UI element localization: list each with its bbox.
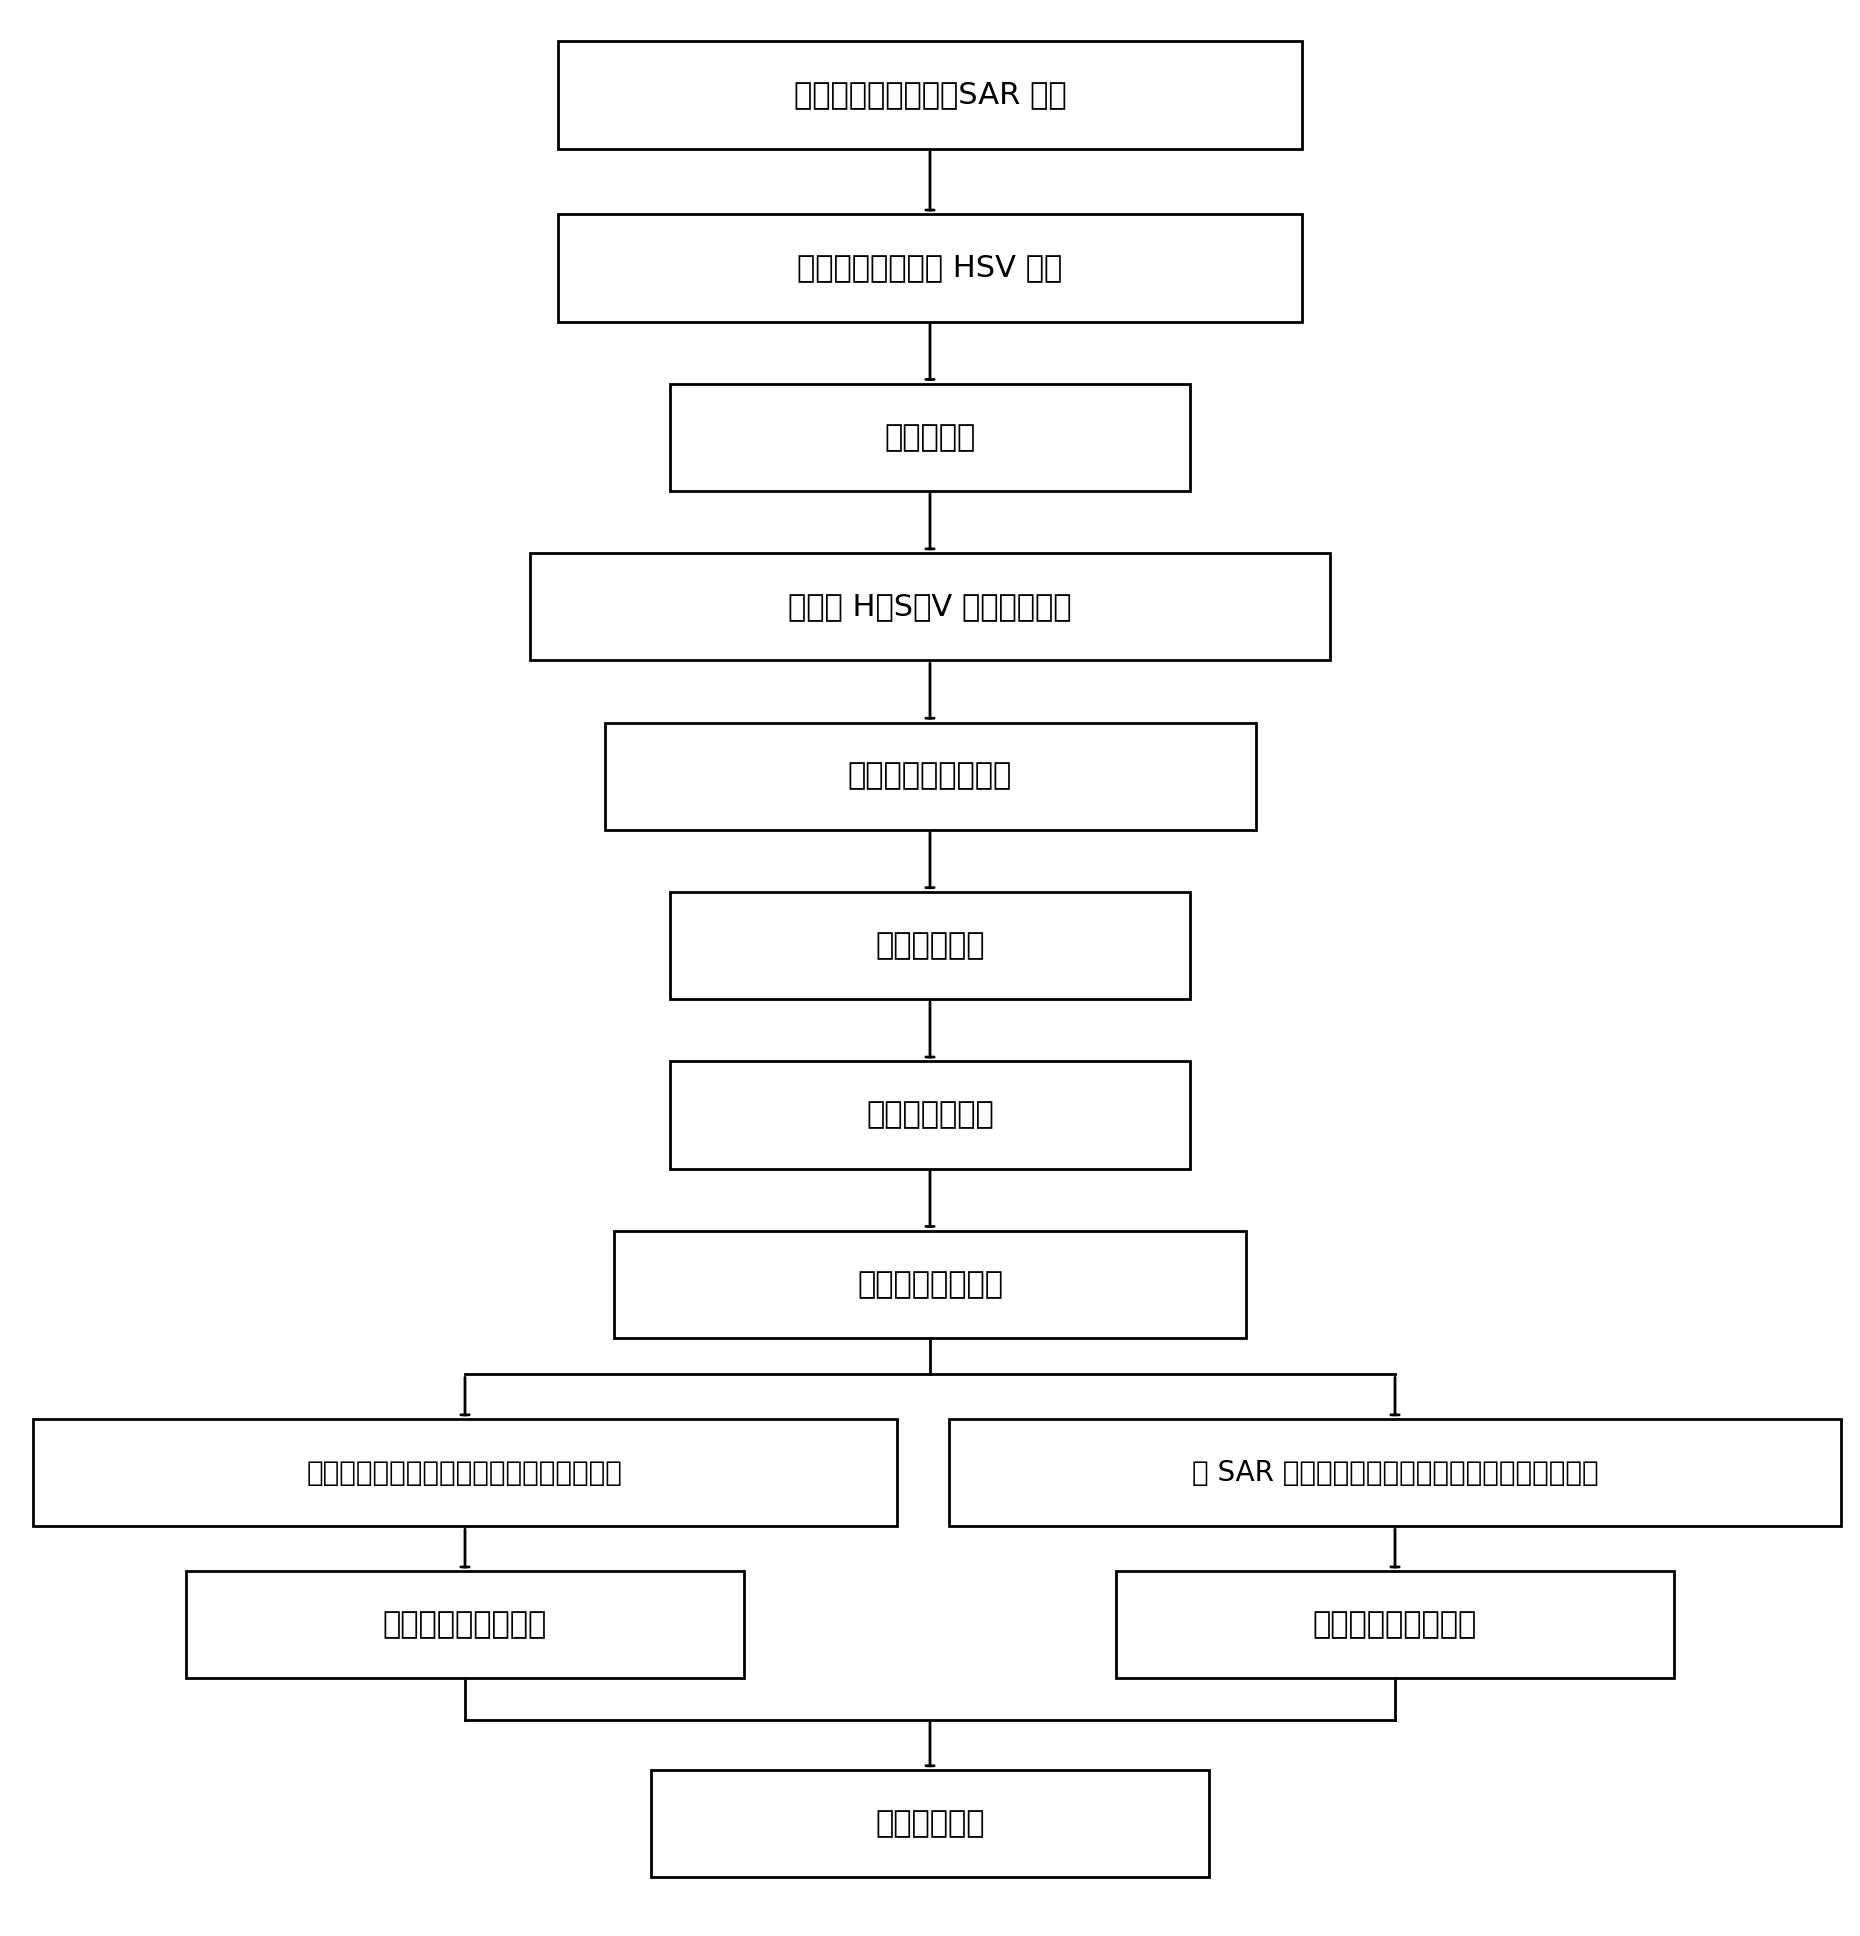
Text: 确定阈値，识别桥梁: 确定阈値，识别桥梁 <box>383 1611 547 1640</box>
FancyBboxPatch shape <box>670 1061 1190 1169</box>
Text: 分别对 H、S、V 进行阈値分割: 分别对 H、S、V 进行阈値分割 <box>789 592 1071 621</box>
FancyBboxPatch shape <box>1116 1572 1674 1679</box>
Text: 多光谱图像转换到 HSV 空间: 多光谱图像转换到 HSV 空间 <box>798 254 1062 283</box>
Text: 确定阈値，识别桥梁: 确定阈値，识别桥梁 <box>1313 1611 1477 1640</box>
FancyBboxPatch shape <box>558 215 1302 321</box>
FancyBboxPatch shape <box>614 1231 1246 1338</box>
FancyBboxPatch shape <box>670 383 1190 492</box>
FancyBboxPatch shape <box>530 554 1330 660</box>
Text: 读入多光谱、全色、SAR 图像: 读入多光谱、全色、SAR 图像 <box>794 81 1066 110</box>
FancyBboxPatch shape <box>651 1770 1209 1878</box>
FancyBboxPatch shape <box>32 1419 897 1526</box>
FancyBboxPatch shape <box>670 892 1190 999</box>
Text: 膨胀、腐蚀处理: 膨胀、腐蚀处理 <box>867 1100 993 1129</box>
Text: 得到潜在桥梁区域: 得到潜在桥梁区域 <box>857 1270 1003 1299</box>
Text: 在全色图像中提取潜在桥梁区域的纹理特征: 在全色图像中提取潜在桥梁区域的纹理特征 <box>307 1458 623 1487</box>
Text: 形态学处理: 形态学处理 <box>884 422 977 451</box>
FancyBboxPatch shape <box>604 722 1256 831</box>
FancyBboxPatch shape <box>558 41 1302 149</box>
Text: 去掉小面积干扰对象: 去掉小面积干扰对象 <box>848 761 1012 790</box>
FancyBboxPatch shape <box>186 1572 744 1679</box>
Text: 水陆分割结果: 水陆分割结果 <box>876 931 984 960</box>
FancyBboxPatch shape <box>949 1419 1841 1526</box>
Text: 桥梁识别结果: 桥梁识别结果 <box>876 1808 984 1837</box>
Text: 在 SAR 图像中提取潜在桥梁区域的区域均値比特征: 在 SAR 图像中提取潜在桥梁区域的区域均値比特征 <box>1192 1458 1598 1487</box>
